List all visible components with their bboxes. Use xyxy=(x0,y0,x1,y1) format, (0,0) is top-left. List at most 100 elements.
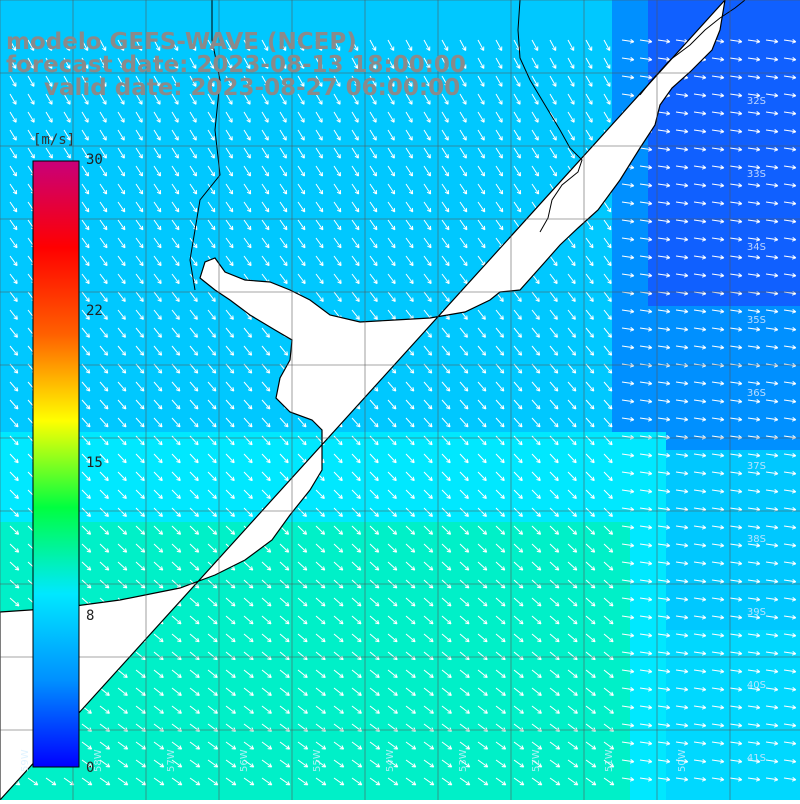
wind-arrow xyxy=(765,560,779,566)
wind-arrow xyxy=(369,615,380,625)
ocean-cell xyxy=(576,720,594,738)
ocean-cell xyxy=(666,450,684,468)
wind-arrow xyxy=(81,183,90,195)
wind-arrow xyxy=(189,777,201,786)
ocean-cell xyxy=(90,162,108,180)
ocean-cell xyxy=(360,162,378,180)
wind-arrow xyxy=(279,201,288,213)
ocean-cell xyxy=(396,720,414,738)
ocean-cell xyxy=(396,774,414,792)
wind-arrow xyxy=(711,452,725,458)
wind-arrow xyxy=(513,111,521,123)
ocean-cell xyxy=(324,684,342,702)
wind-arrow xyxy=(243,597,254,607)
wind-arrow xyxy=(441,507,451,517)
wind-arrow xyxy=(639,272,653,278)
wind-arrow xyxy=(135,471,145,482)
ocean-cell xyxy=(198,144,216,162)
ocean-cell xyxy=(396,0,414,18)
wind-arrow xyxy=(513,525,524,535)
wind-arrow xyxy=(369,705,380,714)
wind-arrow xyxy=(279,111,287,123)
ocean-cell xyxy=(108,216,126,234)
ocean-cell xyxy=(738,54,756,72)
wind-arrow xyxy=(351,39,359,51)
wind-arrow xyxy=(9,381,19,392)
wind-arrow xyxy=(81,777,93,786)
ocean-cell xyxy=(198,360,216,378)
wind-arrow xyxy=(99,309,108,320)
wind-arrow xyxy=(351,129,359,141)
ocean-cell xyxy=(126,360,144,378)
ocean-cell xyxy=(270,792,288,804)
wind-arrow xyxy=(459,435,469,446)
ocean-cell xyxy=(90,324,108,342)
ocean-cell xyxy=(144,702,162,720)
ocean-cell xyxy=(504,54,522,72)
ocean-cell xyxy=(540,684,558,702)
ocean-cell xyxy=(540,558,558,576)
ocean-cell xyxy=(432,342,450,360)
wind-arrow xyxy=(333,111,341,123)
ocean-cell xyxy=(0,342,18,360)
wind-arrow xyxy=(657,740,671,746)
wind-arrow xyxy=(135,687,146,696)
ocean-cell xyxy=(378,612,396,630)
ocean-cell xyxy=(360,684,378,702)
ocean-cell xyxy=(432,252,450,270)
ocean-cell xyxy=(36,144,54,162)
ocean-cell xyxy=(90,414,108,432)
wind-arrow xyxy=(549,759,561,768)
wind-arrow xyxy=(477,363,487,374)
wind-arrow xyxy=(135,291,144,302)
ocean-cell xyxy=(702,72,720,90)
longitude-label: 58W xyxy=(93,749,104,772)
wind-arrow xyxy=(549,327,558,338)
wind-arrow xyxy=(495,309,504,320)
ocean-cell xyxy=(576,108,594,126)
ocean-cell xyxy=(558,522,576,540)
ocean-cell xyxy=(108,504,126,522)
wind-arrow xyxy=(675,578,689,584)
wind-arrow xyxy=(441,435,451,446)
wind-arrow xyxy=(765,56,779,62)
longitude-label: 51W xyxy=(604,749,615,772)
wind-arrow xyxy=(261,93,269,105)
ocean-cell xyxy=(594,702,612,720)
ocean-cell xyxy=(414,90,432,108)
wind-arrow xyxy=(531,93,539,105)
ocean-cell xyxy=(720,792,738,804)
ocean-cell xyxy=(126,684,144,702)
ocean-cell xyxy=(450,558,468,576)
ocean-cell xyxy=(702,378,720,396)
ocean-cell xyxy=(684,522,702,540)
ocean-cell xyxy=(396,180,414,198)
ocean-cell xyxy=(630,450,648,468)
wind-arrow xyxy=(585,417,595,428)
wind-arrow xyxy=(441,273,450,285)
ocean-cell xyxy=(216,504,234,522)
ocean-cell xyxy=(108,396,126,414)
ocean-cell xyxy=(630,432,648,450)
ocean-cell xyxy=(504,774,522,792)
wind-arrow xyxy=(243,777,255,786)
wind-arrow xyxy=(27,93,35,105)
wind-arrow xyxy=(27,129,35,141)
wind-arrow xyxy=(261,435,271,446)
ocean-cell xyxy=(360,396,378,414)
ocean-cell xyxy=(504,126,522,144)
ocean-cell xyxy=(792,144,800,162)
wind-arrow xyxy=(351,57,359,69)
wind-arrow xyxy=(405,597,416,607)
wind-arrow xyxy=(711,110,725,116)
wind-arrow xyxy=(135,399,145,410)
ocean-cell xyxy=(702,540,720,558)
wind-arrow xyxy=(261,165,270,177)
ocean-cell xyxy=(522,108,540,126)
wind-arrow xyxy=(495,453,505,464)
wind-arrow xyxy=(639,380,653,386)
ocean-cell xyxy=(252,162,270,180)
ocean-cell xyxy=(468,702,486,720)
ocean-cell xyxy=(720,756,738,774)
ocean-cell xyxy=(468,630,486,648)
